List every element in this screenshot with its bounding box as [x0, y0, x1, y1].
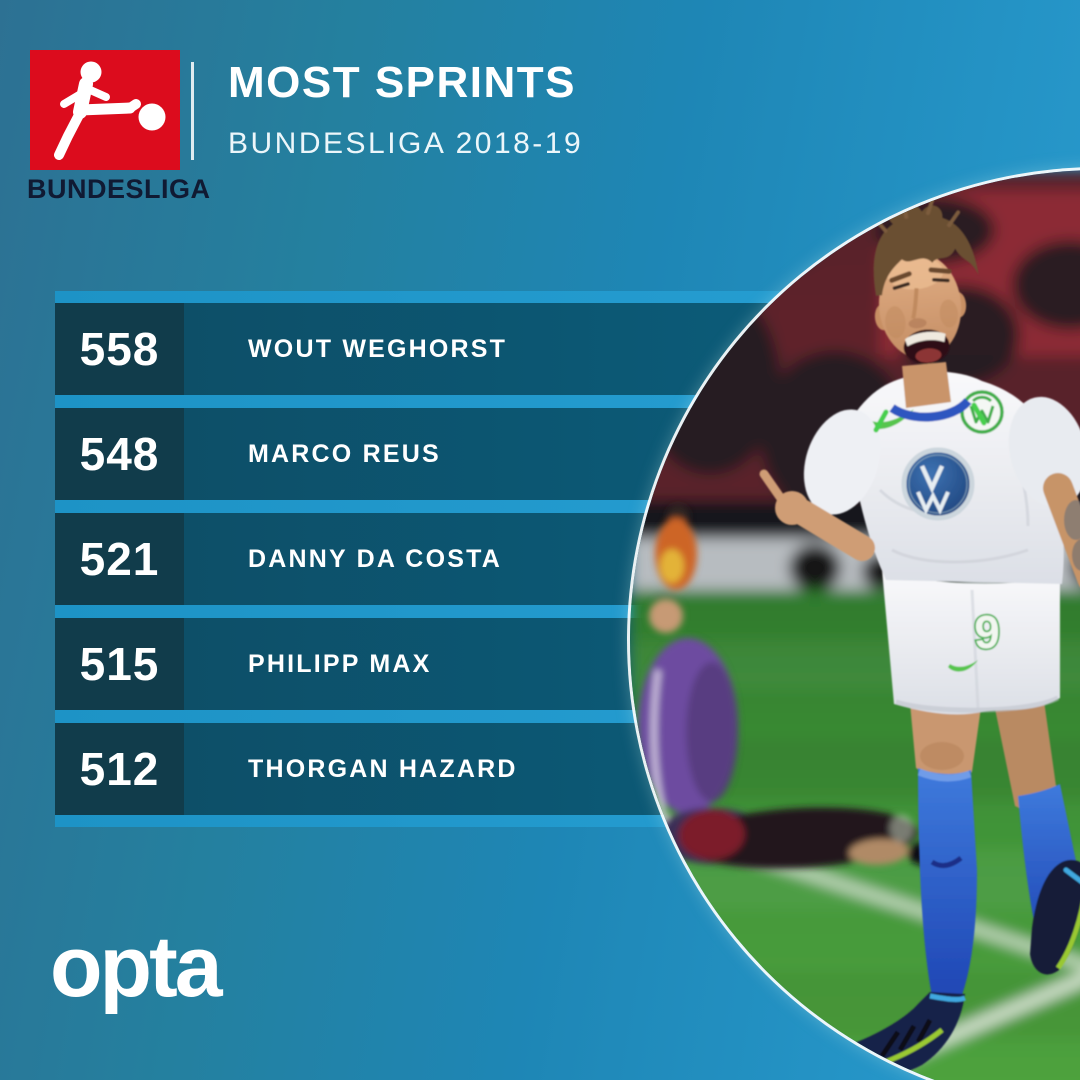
bundesliga-logo [30, 50, 180, 170]
bundesliga-crest-icon [54, 61, 166, 160]
header-divider [191, 62, 194, 160]
sprint-count: 521 [55, 513, 184, 605]
shorts-swoosh-icon [948, 660, 978, 672]
sprint-count: 515 [55, 618, 184, 710]
background-figures [638, 505, 944, 869]
sprint-count: 512 [55, 723, 184, 815]
competition-subtitle: BUNDESLIGA 2018-19 [228, 127, 584, 160]
fallen-player-figure [678, 807, 944, 869]
main-player-figure: 9 [759, 196, 1080, 1077]
player-photo-circle: 9 [630, 170, 1080, 1080]
player-photo-illustration: 9 [630, 170, 1080, 1080]
wolfsburg-crest-icon [960, 390, 1004, 434]
steward-figure [655, 505, 697, 590]
player-head [872, 196, 979, 364]
sprint-count: 558 [55, 303, 184, 395]
pointing-finger [759, 469, 787, 505]
bundesliga-wordmark: BUNDESLIGA [27, 174, 211, 204]
jersey-number: 9 [974, 606, 1000, 658]
sprint-count: 548 [55, 408, 184, 500]
opta-logo: opta [50, 919, 223, 1015]
hair [873, 204, 979, 296]
ball-icon [138, 103, 166, 131]
vw-badge-icon [901, 447, 975, 521]
stat-title: MOST SPRINTS [228, 58, 577, 107]
